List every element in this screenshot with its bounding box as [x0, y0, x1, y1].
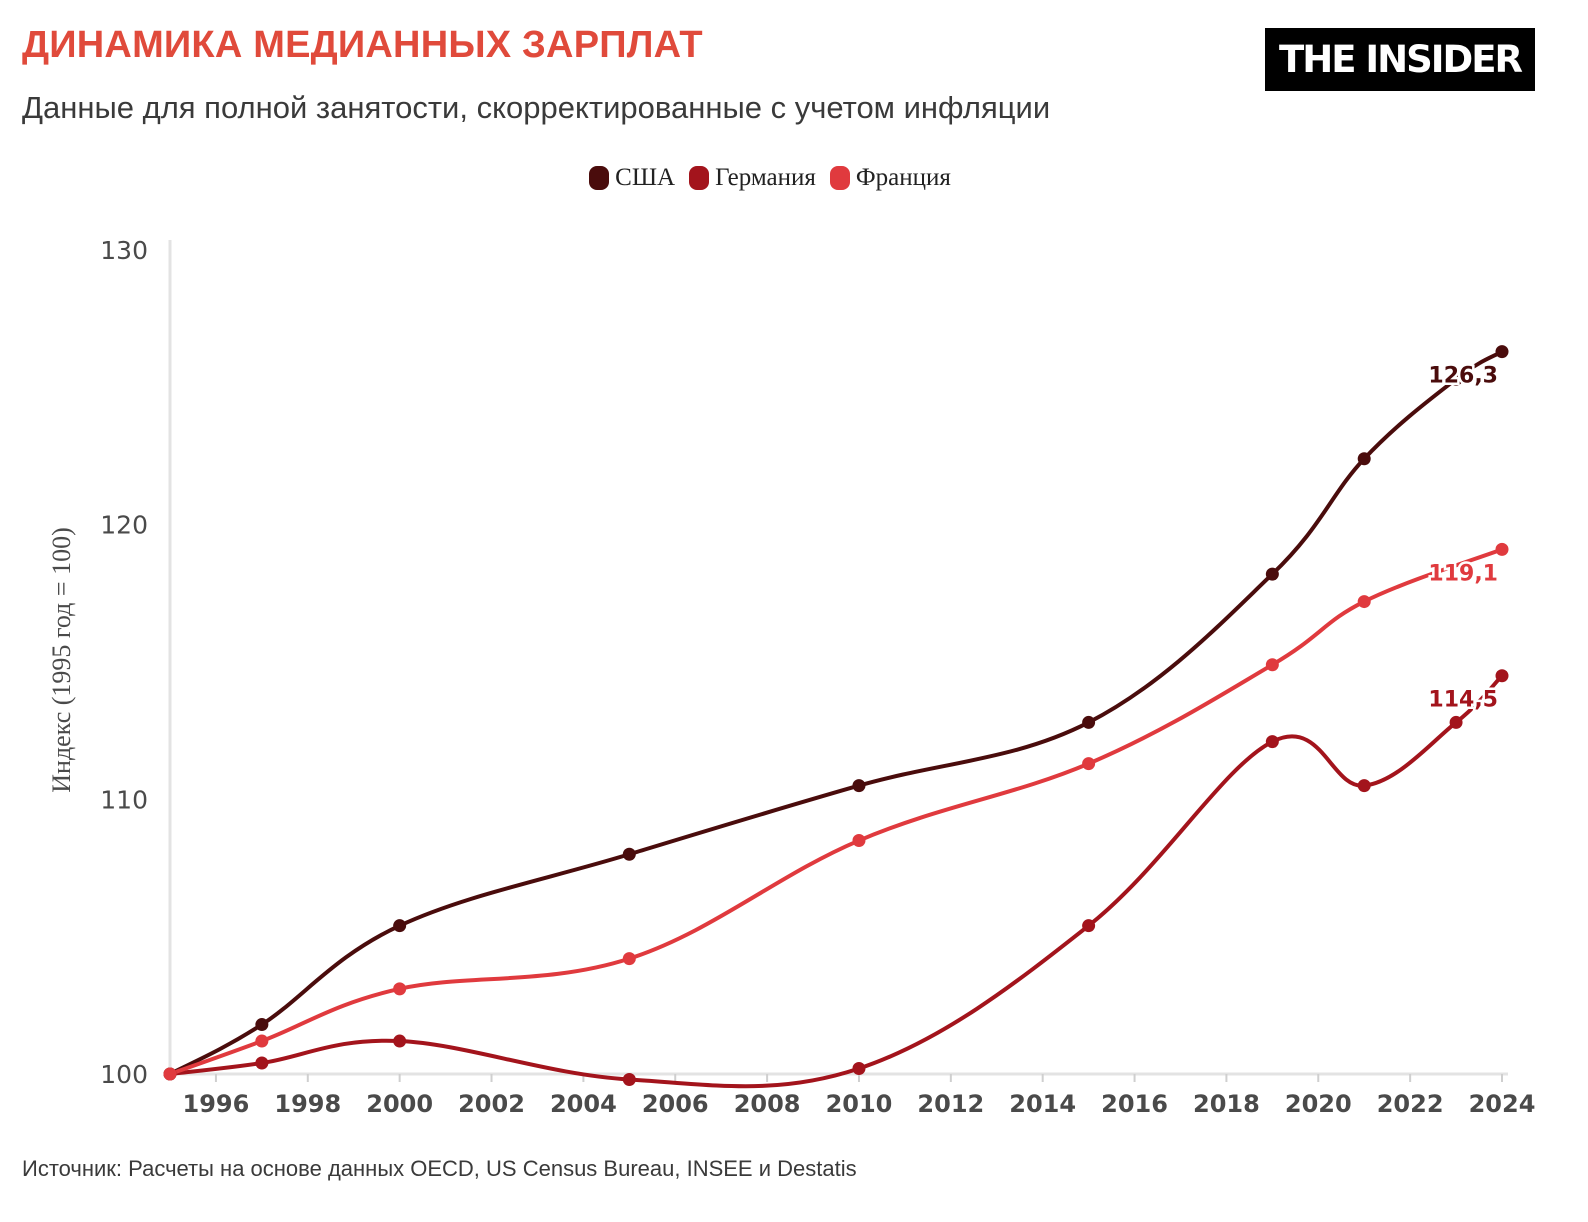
- x-tick-label: 2004: [550, 1090, 617, 1118]
- x-tick-label: 1998: [274, 1090, 341, 1118]
- data-point-france: [852, 834, 866, 848]
- x-tick-label: 2002: [458, 1090, 525, 1118]
- y-tick-label: 130: [100, 236, 148, 265]
- data-point-germany: [1495, 669, 1509, 683]
- data-point-france: [1265, 658, 1279, 672]
- data-point-france: [163, 1067, 177, 1081]
- data-point-france: [1357, 595, 1371, 609]
- series-lines: [168, 349, 1504, 1089]
- data-point-usa: [1082, 715, 1096, 729]
- data-point-germany: [255, 1056, 269, 1070]
- y-tick-label: 100: [100, 1060, 148, 1089]
- y-tick-label: 110: [100, 785, 148, 814]
- x-tick-label: 2012: [917, 1090, 984, 1118]
- legend-item-germany: Германия: [689, 164, 816, 192]
- x-tick-label: 2000: [366, 1090, 433, 1118]
- data-points: [163, 345, 1509, 1086]
- data-point-usa: [393, 919, 407, 933]
- end-label-france: 119,1: [1428, 561, 1498, 586]
- data-point-germany: [852, 1062, 866, 1076]
- x-tick-label: 2008: [734, 1090, 801, 1118]
- legend-label-usa: США: [615, 164, 676, 191]
- x-tick-label: 2022: [1377, 1090, 1444, 1118]
- end-labels: 126,3 114,5 119,1: [1426, 361, 1501, 715]
- x-tick-label: 2016: [1101, 1090, 1168, 1118]
- data-point-usa: [852, 779, 866, 793]
- data-point-usa: [622, 847, 636, 861]
- data-point-germany: [1265, 735, 1279, 749]
- source-note: Источник: Расчеты на основе данных OECD,…: [22, 1156, 857, 1181]
- series-line-france: [168, 547, 1504, 1076]
- data-point-usa: [1265, 567, 1279, 581]
- legend-item-usa: США: [589, 164, 675, 192]
- data-point-france: [393, 982, 407, 996]
- data-point-france: [255, 1034, 269, 1048]
- legend-label-germany: Германия: [715, 164, 816, 191]
- data-point-germany: [1449, 715, 1463, 729]
- series-line-germany: [168, 673, 1504, 1089]
- legend-swatch-germany: [689, 166, 710, 190]
- data-point-france: [1495, 542, 1509, 556]
- end-label-usa: 126,3: [1428, 364, 1498, 389]
- end-label-germany: 114,5: [1428, 688, 1498, 713]
- x-axis: 1996 1998 2000 2002 2004 2006 2008 2010 2012 2014…: [170, 1072, 1536, 1118]
- chart-legend: США Германия Франция: [0, 164, 1540, 192]
- data-point-germany: [622, 1072, 636, 1086]
- y-axis: 100 110 120 130: [100, 236, 172, 1089]
- x-tick-label: 2014: [1009, 1090, 1076, 1118]
- x-tick-label: 2020: [1285, 1090, 1352, 1118]
- data-point-usa: [1449, 372, 1463, 386]
- data-point-usa: [1357, 452, 1371, 466]
- data-point-usa: [1495, 345, 1509, 359]
- series-line-usa: [168, 349, 1504, 1076]
- y-axis-label: Индекс (1995 год = 100): [47, 527, 76, 792]
- data-point-germany: [1082, 919, 1096, 933]
- x-tick-label: 2006: [642, 1090, 709, 1118]
- legend-swatch-usa: [589, 166, 610, 190]
- x-tick-label: 2024: [1469, 1090, 1536, 1118]
- x-tick-label: 1996: [183, 1090, 250, 1118]
- legend-label-france: Франция: [855, 164, 951, 191]
- chart-subtitle: Данные для полной занятости, скорректиро…: [22, 90, 1051, 125]
- data-point-germany: [1357, 779, 1371, 793]
- data-point-france: [622, 952, 636, 966]
- the-insider-logo: THE INSIDER: [1265, 28, 1535, 91]
- x-tick-label: 2010: [826, 1090, 893, 1118]
- y-tick-label: 120: [100, 511, 148, 540]
- data-point-usa: [255, 1018, 269, 1032]
- data-point-germany: [393, 1034, 407, 1048]
- data-point-france: [1082, 757, 1096, 771]
- legend-swatch-france: [829, 166, 850, 190]
- legend-item-france: Франция: [829, 164, 951, 192]
- x-tick-label: 2018: [1193, 1090, 1260, 1118]
- chart-title: ДИНАМИКА МЕДИАННЫХ ЗАРПЛАТ: [22, 24, 703, 66]
